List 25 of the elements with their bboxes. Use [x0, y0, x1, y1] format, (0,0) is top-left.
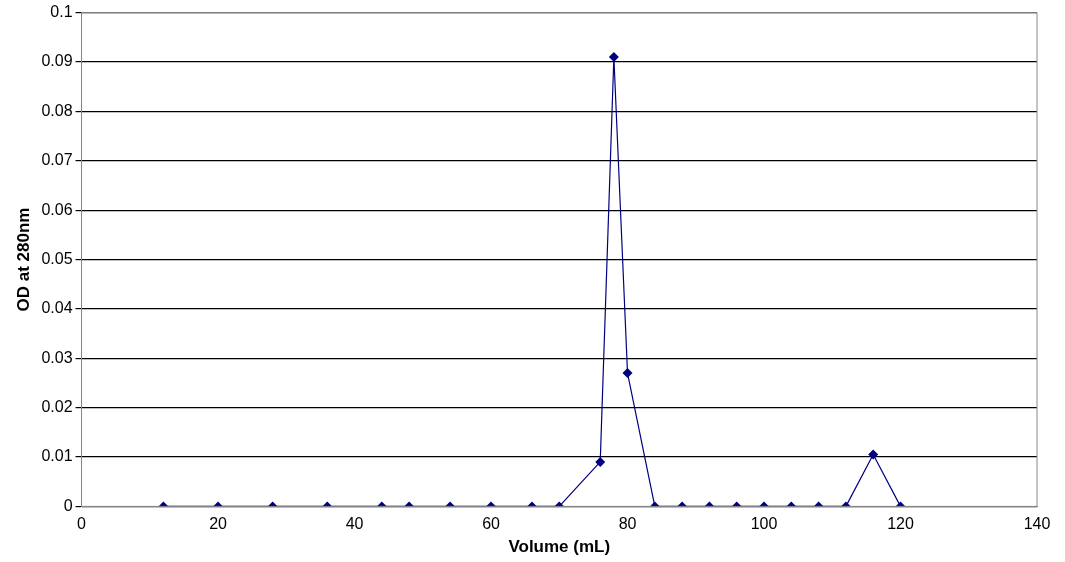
- x-tick-label: 40: [345, 515, 364, 533]
- point: [608, 52, 619, 63]
- y-tick-label: 0: [63, 496, 73, 514]
- x-tick-label: 100: [750, 515, 778, 533]
- x-tick-label: 140: [1023, 515, 1051, 533]
- x-tick-label: 60: [482, 515, 501, 533]
- x-tick-label: 0: [77, 515, 87, 533]
- point: [622, 368, 633, 379]
- x-tick-label: 80: [618, 515, 637, 533]
- x-tick-label: 20: [209, 515, 228, 533]
- y-tick-label: 0.1: [50, 3, 73, 21]
- y-tick-label: 0.05: [41, 249, 73, 267]
- y-tick-label: 0.06: [41, 200, 73, 218]
- point: [868, 449, 879, 460]
- y-tick-label: 0.03: [41, 348, 73, 366]
- y-tick-label: 0.01: [41, 447, 73, 465]
- y-tick-label: 0.08: [41, 101, 73, 119]
- point: [595, 456, 606, 467]
- x-tick-label: 120: [887, 515, 914, 533]
- y-tick-label: 0.07: [41, 151, 73, 169]
- x-axis-title: Volume (mL): [508, 537, 611, 557]
- y-tick-label: 0.04: [41, 299, 73, 317]
- y-axis-title: OD at 280nm: [13, 207, 33, 312]
- y-tick-label: 0.02: [41, 398, 73, 416]
- y-tick-label: 0.09: [41, 52, 73, 70]
